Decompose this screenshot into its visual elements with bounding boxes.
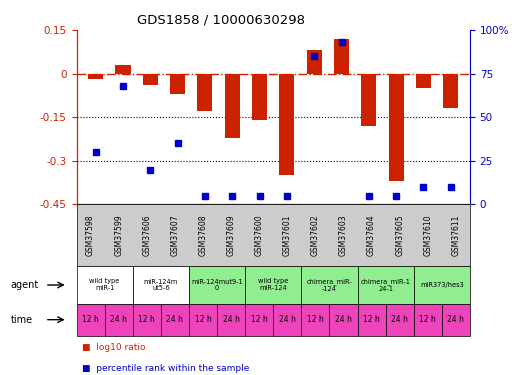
Bar xyxy=(116,65,130,74)
Text: miR373/hes3: miR373/hes3 xyxy=(420,282,464,288)
Bar xyxy=(389,74,404,181)
Bar xyxy=(170,74,185,94)
Text: GSM37602: GSM37602 xyxy=(311,214,320,256)
Bar xyxy=(143,74,158,85)
Text: miR-124m
ut5-6: miR-124m ut5-6 xyxy=(144,279,178,291)
Text: wild type
miR-1: wild type miR-1 xyxy=(89,279,120,291)
Text: GSM37599: GSM37599 xyxy=(114,214,123,256)
Bar xyxy=(252,74,267,120)
Text: GSM37606: GSM37606 xyxy=(143,214,152,256)
Text: 24 h: 24 h xyxy=(447,315,464,324)
Text: miR-124mut9-1
0: miR-124mut9-1 0 xyxy=(191,279,243,291)
Text: GSM37598: GSM37598 xyxy=(86,214,95,256)
Text: 24 h: 24 h xyxy=(391,315,408,324)
Text: ■  log10 ratio: ■ log10 ratio xyxy=(82,343,145,352)
Bar xyxy=(416,74,431,88)
Bar xyxy=(279,74,295,176)
Text: 12 h: 12 h xyxy=(138,315,155,324)
Bar xyxy=(334,39,349,74)
Text: 12 h: 12 h xyxy=(307,315,324,324)
Text: GSM37601: GSM37601 xyxy=(283,214,292,256)
Text: GSM37600: GSM37600 xyxy=(254,214,263,256)
Text: 24 h: 24 h xyxy=(110,315,127,324)
Text: GSM37603: GSM37603 xyxy=(339,214,348,256)
Bar xyxy=(197,74,212,111)
Text: 12 h: 12 h xyxy=(419,315,436,324)
Bar xyxy=(307,50,322,74)
Text: GSM37607: GSM37607 xyxy=(171,214,180,256)
Text: GSM37608: GSM37608 xyxy=(199,214,208,256)
Text: chimera_miR-1
24-1: chimera_miR-1 24-1 xyxy=(361,278,411,292)
Text: chimera_miR-
-124: chimera_miR- -124 xyxy=(307,278,352,292)
Text: 24 h: 24 h xyxy=(223,315,240,324)
Text: GSM37609: GSM37609 xyxy=(227,214,235,256)
Text: agent: agent xyxy=(11,280,39,290)
Text: GDS1858 / 10000630298: GDS1858 / 10000630298 xyxy=(137,13,305,26)
Text: 24 h: 24 h xyxy=(166,315,183,324)
Text: ■  percentile rank within the sample: ■ percentile rank within the sample xyxy=(82,364,249,373)
Text: 12 h: 12 h xyxy=(82,315,99,324)
Text: 12 h: 12 h xyxy=(251,315,268,324)
Bar xyxy=(444,74,458,108)
Bar xyxy=(361,74,376,126)
Text: 24 h: 24 h xyxy=(335,315,352,324)
Text: wild type
miR-124: wild type miR-124 xyxy=(258,279,288,291)
Text: GSM37611: GSM37611 xyxy=(451,214,460,256)
Text: time: time xyxy=(11,315,33,325)
Text: GSM37610: GSM37610 xyxy=(423,214,432,256)
Text: GSM37605: GSM37605 xyxy=(395,214,404,256)
Bar xyxy=(225,74,240,138)
Text: 12 h: 12 h xyxy=(363,315,380,324)
Bar xyxy=(88,74,103,80)
Text: GSM37604: GSM37604 xyxy=(367,214,376,256)
Text: 24 h: 24 h xyxy=(279,315,296,324)
Text: 12 h: 12 h xyxy=(195,315,211,324)
